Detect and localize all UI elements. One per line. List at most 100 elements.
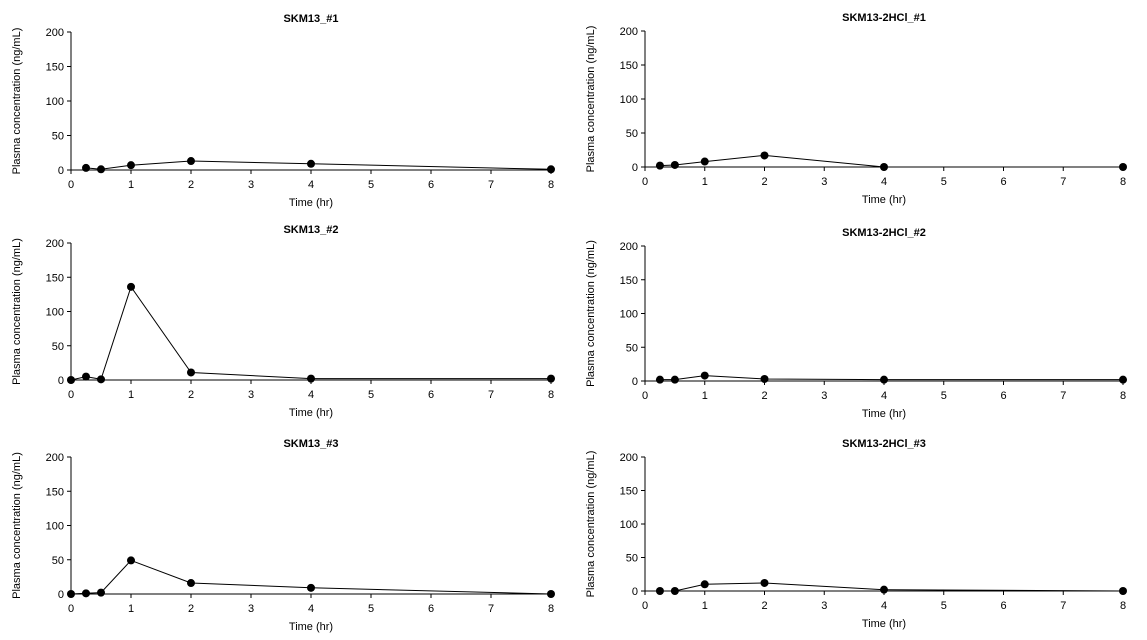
y-tick-label: 0 [58, 589, 64, 601]
data-point [1119, 375, 1127, 384]
x-tick-label: 0 [68, 179, 74, 191]
data-point [97, 588, 105, 597]
y-tick-label: 0 [632, 586, 638, 598]
x-tick-label: 7 [488, 603, 494, 615]
x-tick-label: 8 [1120, 390, 1126, 402]
x-tick-label: 8 [548, 389, 554, 401]
data-point [187, 579, 195, 588]
data-point [67, 376, 75, 384]
x-axis-title: Time (hr) [862, 408, 906, 420]
x-tick-label: 6 [428, 179, 434, 191]
data-point [1119, 163, 1127, 171]
y-tick-label: 150 [46, 62, 64, 74]
x-tick-label: 0 [642, 176, 648, 188]
data-point [97, 375, 105, 384]
x-tick-label: 7 [1060, 600, 1066, 612]
x-tick-label: 5 [941, 390, 947, 402]
series-line [659, 582, 1124, 592]
x-tick-label: 2 [761, 176, 767, 188]
data-point [307, 583, 315, 592]
data-point [760, 374, 769, 383]
data-point [700, 371, 709, 380]
x-tick-label: 2 [761, 390, 767, 402]
x-tick-label: 2 [188, 179, 194, 191]
x-tick-label: 4 [308, 389, 314, 401]
y-tick-label: 200 [620, 452, 638, 464]
y-tick-label: 100 [46, 96, 64, 108]
x-tick-label: 7 [488, 389, 494, 401]
chart-panel-1: SKM13_#1 0 50 100 150 200 0 1 2 3 4 5 6 7 8 Time (hr) Pl… [11, 13, 555, 209]
x-tick-label: 1 [702, 390, 708, 402]
data-point [670, 160, 679, 169]
x-tick-label: 4 [881, 176, 887, 188]
x-tick-label: 1 [128, 603, 134, 615]
x-tick-label: 5 [941, 176, 947, 188]
series-line [659, 375, 1123, 381]
y-axis-title: Plasma concentration (ng/mL) [11, 238, 23, 385]
y-tick-label: 150 [46, 272, 64, 284]
data-point [127, 556, 135, 565]
x-tick-label: 5 [368, 603, 374, 615]
x-axis-title: Time (hr) [289, 407, 333, 419]
x-tick-label: 4 [881, 390, 887, 402]
chart-title: SKM13_#2 [283, 224, 338, 236]
y-tick-label: 0 [58, 165, 64, 177]
x-tick-label: 4 [881, 600, 887, 612]
data-point [547, 165, 555, 174]
chart-panel-3: SKM13_#2 0 50 100 150 200 0 1 2 3 4 5 6 7 8 Time (hr) Pl… [11, 224, 555, 419]
x-tick-label: 6 [428, 603, 434, 615]
x-tick-label: 1 [702, 600, 708, 612]
x-tick-label: 2 [188, 603, 194, 615]
x-tick-label: 3 [248, 603, 254, 615]
x-axis-title: Time (hr) [289, 621, 333, 633]
y-tick-label: 100 [620, 94, 638, 106]
chart-panel-5: SKM13_#3 0 50 100 150 200 0 1 2 3 4 5 6 7 8 Time (hr) Pl… [11, 438, 555, 633]
x-tick-label: 8 [548, 603, 554, 615]
x-tick-label: 1 [128, 179, 134, 191]
chart-title: SKM13_#3 [283, 438, 338, 450]
y-tick-label: 200 [46, 27, 64, 39]
data-point [67, 590, 75, 598]
data-point [700, 157, 709, 166]
x-tick-label: 1 [702, 176, 708, 188]
y-tick-label: 150 [46, 486, 64, 498]
data-point [760, 151, 769, 160]
data-point [547, 590, 555, 598]
y-tick-label: 0 [58, 375, 64, 387]
y-tick-label: 150 [620, 275, 638, 287]
data-point [655, 587, 664, 595]
x-tick-label: 5 [941, 600, 947, 612]
data-point [127, 161, 135, 170]
data-point [670, 587, 679, 595]
x-tick-label: 0 [642, 390, 648, 402]
y-tick-label: 0 [632, 376, 638, 388]
data-point [187, 157, 195, 166]
x-tick-label: 7 [488, 179, 494, 191]
data-point [880, 163, 888, 171]
y-axis-title: Plasma concentration (ng/mL) [11, 452, 23, 599]
series-line [85, 160, 552, 170]
y-axis-title: Plasma concentration (ng/mL) [585, 26, 597, 173]
x-tick-label: 3 [821, 390, 827, 402]
y-tick-label: 50 [52, 555, 64, 567]
data-point [127, 282, 135, 291]
y-axis-title: Plasma concentration (ng/mL) [585, 240, 597, 387]
x-tick-label: 6 [1000, 390, 1006, 402]
data-point [97, 165, 105, 174]
data-point [880, 375, 888, 384]
x-tick-label: 6 [1000, 176, 1006, 188]
data-point [670, 375, 679, 384]
x-tick-label: 4 [308, 179, 314, 191]
series-line [70, 285, 551, 381]
data-point [82, 163, 90, 172]
y-tick-label: 200 [620, 26, 638, 38]
series-line [659, 154, 1123, 168]
x-tick-label: 6 [1000, 600, 1006, 612]
x-tick-label: 3 [821, 176, 827, 188]
data-point [82, 589, 90, 598]
data-point [700, 580, 709, 589]
x-axis-title: Time (hr) [289, 197, 333, 209]
y-tick-label: 50 [626, 128, 638, 140]
x-tick-label: 3 [248, 389, 254, 401]
data-point [82, 372, 90, 381]
